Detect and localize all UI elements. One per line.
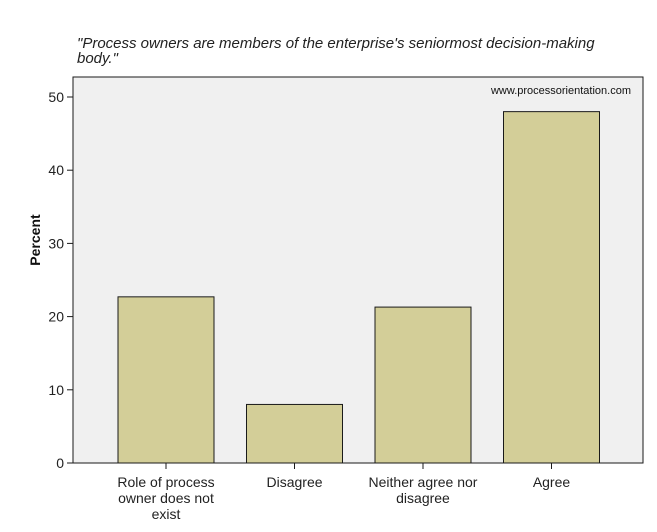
y-axis-label: Percent — [27, 214, 43, 266]
y-axis: 0 10 20 30 40 50 — [48, 89, 73, 471]
x-tick-label: owner does not — [118, 490, 214, 506]
x-tick-label: Role of process — [117, 474, 214, 490]
y-tick-label: 50 — [48, 89, 64, 105]
bar — [374, 306, 472, 464]
x-tick-label: exist — [152, 506, 181, 522]
y-tick-label: 30 — [48, 235, 64, 251]
y-tick-label: 20 — [48, 309, 64, 325]
x-tick-label: disagree — [396, 490, 450, 506]
chart-title: "Process owners are members of the enter… — [77, 35, 595, 67]
x-tick-label: Neither agree nor — [369, 474, 478, 490]
y-tick-label: 0 — [56, 455, 64, 471]
chart-title-line: body." — [77, 50, 119, 67]
bars — [117, 111, 600, 464]
y-tick-label: 10 — [48, 382, 64, 398]
y-tick-label: 40 — [48, 162, 64, 178]
watermark-text: www.processorientation.com — [490, 85, 631, 97]
bar — [503, 111, 600, 464]
bar — [246, 403, 343, 464]
x-tick-label: Agree — [533, 474, 571, 490]
x-tick-label: Disagree — [266, 474, 322, 490]
chart-title-line: "Process owners are members of the enter… — [77, 35, 595, 52]
bar — [117, 296, 215, 464]
